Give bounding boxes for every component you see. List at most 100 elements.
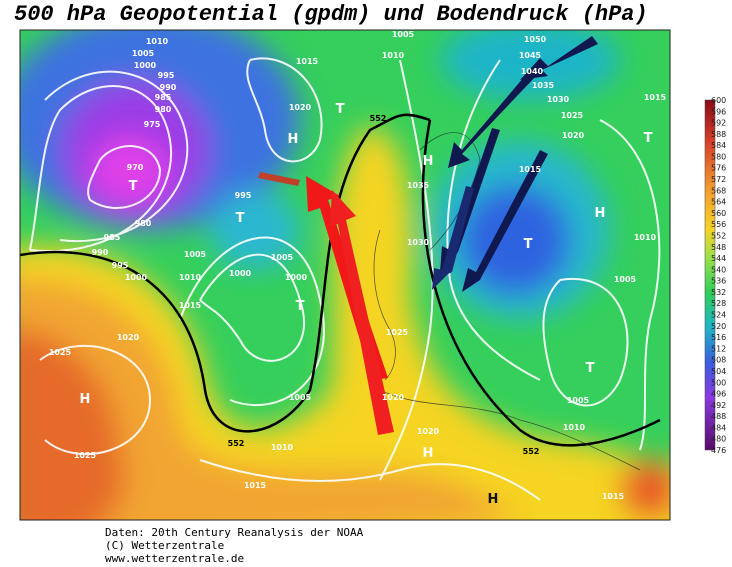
colorbar-tick-label: 524	[711, 311, 726, 320]
colorbar-tick-label: 484	[711, 423, 726, 432]
colorbar-tick-label: 572	[711, 175, 726, 184]
colorbar-tick-label: 592	[711, 119, 726, 128]
geopotential-label: 552	[370, 114, 387, 123]
isobar-label: 1010	[634, 233, 657, 242]
isobar-label: 1030	[547, 95, 570, 104]
colorbar-tick-label: 548	[711, 243, 726, 252]
isobar-label: 1010	[146, 37, 169, 46]
colorbar-tick-label: 560	[711, 209, 726, 218]
isobar-label: 1015	[602, 492, 625, 501]
isobar-label: 1025	[561, 111, 584, 120]
colorbar-tick-label: 564	[711, 198, 726, 207]
colorbar-tick-label: 480	[711, 435, 726, 444]
pressure-center: T	[236, 211, 245, 226]
colorbar-tick-label: 492	[711, 401, 726, 410]
pressure-center: T	[644, 131, 653, 146]
colorbar-tick-label: 536	[711, 277, 726, 286]
colorbar-tick-label: 496	[711, 390, 726, 399]
colorbar-tick-label: 500	[711, 378, 726, 387]
isobar-label: 1005	[271, 253, 294, 262]
isobar-label: 980	[155, 105, 172, 114]
isobar-label: 1005	[614, 275, 637, 284]
isobar-label: 1025	[74, 451, 97, 460]
isobar-label: 1010	[382, 51, 405, 60]
isobar-label: 1000	[285, 273, 308, 282]
isobar-label: 1015	[179, 301, 202, 310]
pressure-center: T	[296, 299, 305, 314]
colorbar-tick-label: 528	[711, 299, 726, 308]
isobar-label: 1025	[49, 348, 72, 357]
isobar-label: 1020	[417, 427, 440, 436]
isobar-label: 1005	[132, 49, 155, 58]
flow-arrows	[258, 36, 598, 435]
isobar-label: 1010	[271, 443, 294, 452]
colorbar-tick-label: 476	[711, 446, 726, 455]
isobar-label: 1030	[407, 238, 430, 247]
colorbar-tick-label: 508	[711, 356, 726, 365]
colorbar-tick-label: 516	[711, 333, 726, 342]
geopotential-label: 552	[228, 439, 245, 448]
isobar-label: 985	[155, 93, 172, 102]
isobar-label: 1005	[184, 250, 207, 259]
pressure-center: T	[336, 102, 345, 117]
colorbar-tick-label: 504	[711, 367, 726, 376]
isobar-label: 1015	[644, 93, 667, 102]
map-frame	[19, 29, 671, 521]
colorbar-tick-label: 488	[711, 412, 726, 421]
contour-552	[20, 113, 661, 447]
colorbar-tick-label: 544	[711, 254, 726, 263]
isobar-label: 990	[160, 83, 177, 92]
isobar-label: 1005	[289, 393, 312, 402]
isobar-label: 1015	[244, 481, 267, 490]
isobar-label: 1005	[392, 30, 415, 39]
isobar-label: 1020	[117, 333, 140, 342]
isobar-label: 1020	[382, 393, 405, 402]
colorbar-tick-label: 584	[711, 141, 726, 150]
colorbar-tick-label: 588	[711, 130, 726, 139]
footer-line: (C) Wetterzentrale	[105, 539, 224, 552]
footer-line: Daten: 20th Century Reanalysis der NOAA	[105, 526, 364, 539]
pressure-center: H	[595, 206, 606, 221]
isobar-label: 995	[235, 191, 252, 200]
isobar-label: 1000	[134, 61, 157, 70]
pressure-center: H	[288, 132, 299, 147]
pressure-center: T	[586, 361, 595, 376]
isobar-label: 1015	[296, 57, 319, 66]
isobar-label: 1010	[179, 273, 202, 282]
isobar-label: 1005	[567, 396, 590, 405]
isobar-label: 1000	[125, 273, 148, 282]
colorbar	[704, 99, 716, 451]
isobar-label: 975	[144, 120, 161, 129]
pressure-center: H	[488, 492, 499, 507]
colorbar-tick-label: 576	[711, 164, 726, 173]
isobar-label: 1050	[524, 35, 547, 44]
colorbar-tick-label: 520	[711, 322, 726, 331]
map-field	[20, 30, 670, 520]
colorbar-tick-label: 552	[711, 231, 726, 240]
colorbar-tick-label: 540	[711, 265, 726, 274]
colorbar-tick-label: 556	[711, 220, 726, 229]
footer-line: www.wetterzentrale.de	[105, 552, 244, 565]
colorbar-tick-label: 568	[711, 186, 726, 195]
isobar-label: 995	[158, 71, 175, 80]
isobar-label: 1000	[229, 269, 252, 278]
colorbar-tick-label: 600	[711, 96, 726, 105]
isobar-label: 1020	[289, 103, 312, 112]
geopotential-label: 552	[523, 447, 540, 456]
pressure-center: T	[524, 237, 533, 252]
colorbar-tick-label: 512	[711, 344, 726, 353]
isobar-label: 995	[112, 261, 129, 270]
pressure-center: H	[80, 392, 91, 407]
colorbar-tick-label: 532	[711, 288, 726, 297]
isobar-label: 1035	[532, 81, 555, 90]
pressure-center: H	[423, 154, 434, 169]
isobar-label: 1045	[519, 51, 542, 60]
pressure-center: T	[129, 179, 138, 194]
colorbar-tick-label: 596	[711, 107, 726, 116]
colorbar-tick-label: 580	[711, 152, 726, 161]
isobar-label: 1025	[386, 328, 409, 337]
isobar-label: 1010	[563, 423, 586, 432]
map-title: 500 hPa Geopotential (gpdm) und Bodendru…	[14, 2, 648, 27]
isobar-label: 1040	[521, 67, 544, 76]
